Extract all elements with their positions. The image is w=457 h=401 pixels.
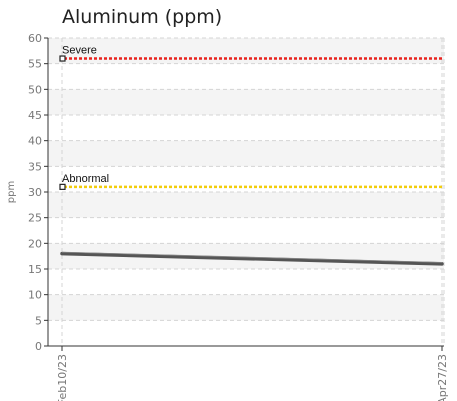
grid-band — [48, 89, 444, 115]
background-bands — [48, 38, 444, 321]
y-tick-label: 5 — [35, 314, 42, 327]
y-tick-label: 45 — [28, 109, 42, 122]
x-tick-label: Feb10/23 — [56, 354, 69, 401]
y-tick-label: 0 — [35, 340, 42, 353]
y-tick-label: 60 — [28, 32, 42, 45]
series-line-highlight — [61, 251, 443, 263]
series-line — [60, 251, 444, 266]
y-tick-label: 55 — [28, 58, 42, 71]
threshold-lines: Severe Abnormal — [59, 45, 442, 190]
y-tick-label: 40 — [28, 135, 42, 148]
data-series — [60, 251, 444, 266]
threshold-label: Abnormal — [62, 173, 109, 185]
x-axis-ticks: Feb10/23 Apr27/23 — [56, 346, 449, 401]
y-axis-ticks: 0 5 10 15 20 25 30 35 40 45 50 55 60 — [28, 32, 48, 353]
y-tick-label: 25 — [28, 212, 42, 225]
x-tick-label: Apr27/23 — [436, 354, 449, 401]
grid-band — [48, 38, 444, 64]
y-tick-label: 50 — [28, 83, 42, 96]
grid-band — [48, 294, 444, 321]
y-tick-label: 15 — [28, 263, 42, 276]
grid-band — [48, 192, 444, 218]
y-tick-label: 20 — [28, 237, 42, 250]
threshold-marker — [59, 183, 66, 190]
y-axis-label: ppm — [6, 181, 17, 203]
grid-band — [48, 140, 444, 167]
y-tick-label: 30 — [28, 186, 42, 199]
chart-title: Aluminum (ppm) — [62, 6, 223, 28]
threshold-marker — [59, 55, 66, 62]
gridlines — [48, 37, 445, 346]
threshold-label: Severe — [62, 45, 97, 57]
y-tick-label: 10 — [28, 289, 42, 302]
y-tick-label: 35 — [28, 160, 42, 173]
